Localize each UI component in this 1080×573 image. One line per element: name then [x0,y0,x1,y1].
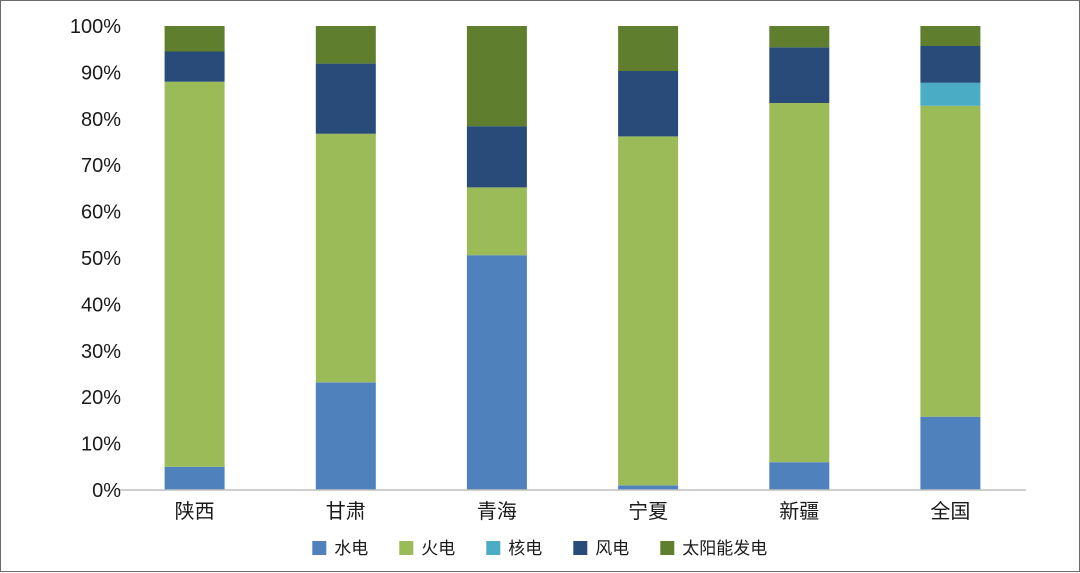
bar-segment [466,187,527,256]
bar-segment [769,462,830,490]
y-tick-labels: 0% 10% 20% 30% 40% 50% 60% 70% 80% 90% 100% [70,16,121,502]
legend-item: 核电 [486,539,542,559]
y-tick-label: 20% [81,387,121,409]
legend-label: 太阳能发电 [682,539,767,559]
bar-segment [920,105,981,417]
legend-swatch [312,541,327,555]
bar-segment [618,136,679,486]
legend-label: 水电 [334,539,368,559]
legend-swatch [486,541,501,555]
y-tick-label: 60% [81,202,121,224]
bar-segment [315,63,376,134]
legend-item: 水电 [312,539,368,559]
bar-segment [466,255,527,490]
x-tick-label: 陕西 [175,499,215,523]
x-tick-label: 青海 [477,499,517,523]
bar-segment [466,26,527,127]
bar-segment [315,382,376,490]
bar-segment [618,485,679,490]
legend-label: 核电 [508,539,542,559]
legend-item: 太阳能发电 [660,539,767,559]
bar-segment [164,26,225,52]
y-tick-label: 90% [81,62,121,84]
y-tick-label: 80% [81,109,121,131]
bar-segment [769,47,830,103]
bar-segment [164,81,225,467]
bar-segment [920,46,981,83]
y-tick-label: 30% [81,341,121,363]
bar-segment [466,126,527,188]
bar-segment [618,26,679,71]
legend: 水电 火电 核电 风电 太阳能发电 [312,539,767,559]
legend-item: 风电 [573,539,629,559]
bar-segment [769,26,830,48]
x-tick-label: 宁夏 [628,499,668,523]
bar-segment [315,133,376,383]
x-tick-label: 新疆 [779,499,819,523]
bar-segment [618,71,679,137]
x-tick-label: 甘肃 [326,499,366,523]
legend-label: 火电 [421,539,455,559]
y-tick-label: 50% [81,248,121,270]
y-tick-label: 10% [81,434,121,456]
legend-item: 火电 [399,539,455,559]
x-tick-label: 全国 [930,499,970,523]
x-tick-labels: 陕西 甘肃 青海 宁夏 新疆 全国 [175,499,971,523]
bar-segment [920,82,981,106]
legend-label: 风电 [595,539,629,559]
y-tick-label: 0% [92,480,121,502]
y-tick-label: 100% [70,16,121,38]
legend-swatch [660,541,675,555]
y-tick-label: 70% [81,155,121,177]
legend-swatch [573,541,588,555]
bar-segment [164,51,225,82]
bar-segment [315,26,376,64]
bar-segment [769,103,830,463]
bar-segment [164,466,225,490]
bars-group [164,26,981,490]
y-tick-label: 40% [81,294,121,316]
bar-segment [920,416,981,490]
legend-swatch [399,541,414,555]
bar-segment [920,26,981,46]
